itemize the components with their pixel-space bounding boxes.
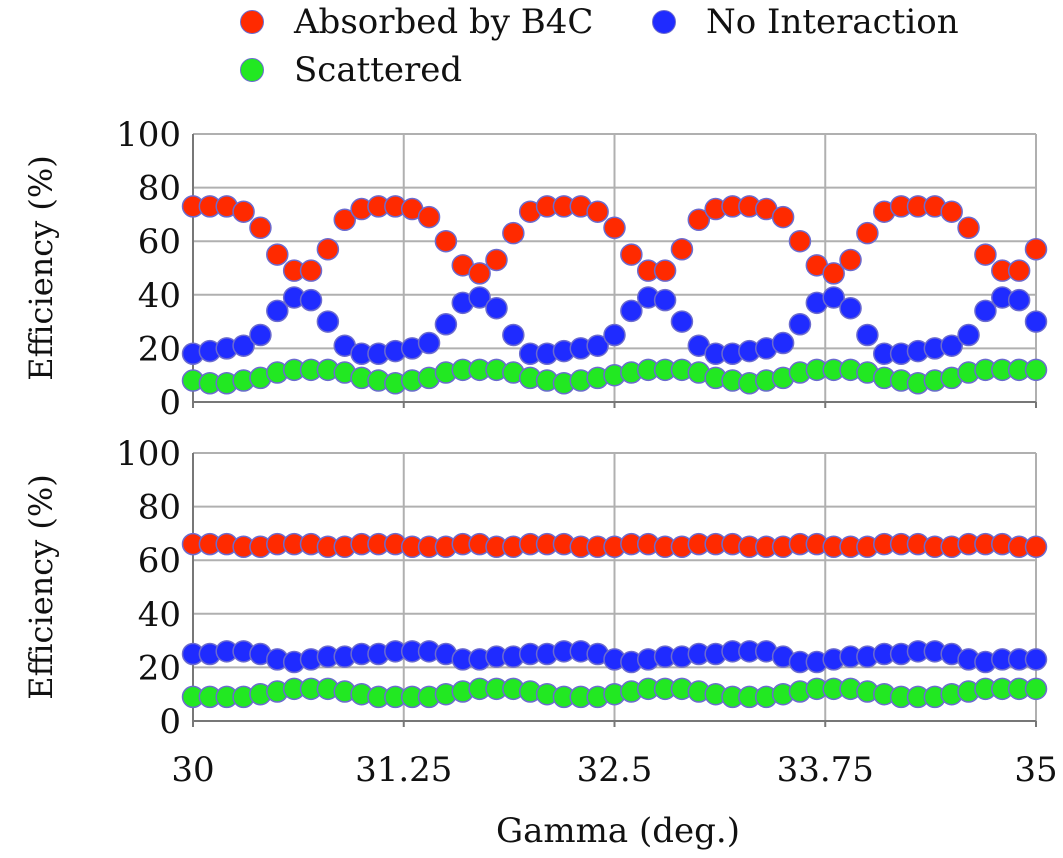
data-point-absorbed — [822, 262, 845, 285]
data-point-absorbed — [1024, 237, 1048, 261]
data-point-absorbed — [603, 216, 626, 240]
data-point-no-interaction — [670, 310, 694, 333]
top-y-tick-label: 60 — [138, 222, 181, 262]
bottom-y-axis-label: Efficiency (%) — [22, 474, 60, 700]
data-point-absorbed — [485, 248, 508, 272]
data-point-no-interaction — [266, 299, 289, 323]
data-point-no-interaction — [653, 288, 677, 312]
data-point-no-interaction — [856, 323, 879, 347]
data-point-absorbed — [620, 243, 643, 266]
legend-item-scattered: Scattered — [240, 50, 462, 90]
data-point-scattered — [1024, 677, 1048, 701]
top-series-no-interaction — [181, 286, 1048, 366]
legend-label-scattered: Scattered — [294, 50, 463, 90]
x-axis-label: Gamma (deg.) — [496, 811, 740, 851]
data-point-absorbed — [687, 208, 711, 232]
data-point-absorbed — [502, 221, 525, 245]
bottom-series-absorbed — [181, 532, 1048, 559]
top-y-axis-label: Efficiency (%) — [22, 155, 60, 381]
top-series-absorbed — [181, 195, 1048, 285]
data-point-no-interaction — [1007, 288, 1031, 312]
data-point-no-interaction — [249, 323, 272, 347]
x-tick-label: 32.5 — [577, 750, 653, 790]
data-point-no-interaction — [839, 296, 862, 320]
data-point-no-interaction — [771, 331, 795, 355]
top-y-tick-label: 0 — [159, 383, 181, 423]
top-panel: 100 80 60 40 20 0 Efficiency (%) — [22, 115, 1048, 423]
data-point-absorbed — [333, 208, 356, 232]
top-y-tick-label: 20 — [138, 329, 181, 369]
data-point-no-interaction — [1024, 648, 1048, 671]
data-point-no-interaction — [502, 323, 525, 347]
data-point-scattered — [1024, 358, 1048, 382]
data-point-absorbed — [653, 259, 677, 282]
data-point-no-interaction — [822, 286, 845, 309]
data-point-absorbed — [299, 259, 323, 282]
data-point-no-interaction — [232, 334, 255, 357]
data-point-absorbed — [586, 200, 609, 223]
bottom-series-no-interaction — [181, 640, 1048, 674]
bottom-y-tick-label: 20 — [138, 648, 181, 688]
x-tick-label: 35 — [1014, 750, 1057, 790]
legend-label-absorbed: Absorbed by B4C — [294, 2, 594, 42]
data-point-no-interaction — [940, 334, 963, 357]
x-tick-label: 30 — [171, 750, 214, 790]
data-point-absorbed — [974, 243, 997, 266]
data-point-absorbed — [839, 248, 862, 272]
data-point-no-interaction — [485, 296, 508, 320]
data-point-no-interaction — [417, 331, 441, 355]
data-point-absorbed — [232, 200, 255, 223]
data-point-absorbed — [249, 216, 272, 240]
bottom-y-tick-label: 100 — [116, 434, 181, 474]
data-point-absorbed — [957, 216, 980, 240]
data-point-no-interaction — [316, 310, 340, 333]
data-point-no-interaction — [468, 286, 491, 309]
data-point-no-interaction — [299, 288, 323, 312]
data-point-absorbed — [670, 237, 694, 261]
top-series-scattered — [181, 358, 1048, 395]
top-y-tick-label: 80 — [138, 169, 181, 209]
data-point-no-interaction — [620, 299, 643, 323]
top-y-tick-label: 40 — [138, 276, 181, 316]
data-point-no-interaction — [586, 334, 609, 357]
legend-marker-no-interaction — [652, 10, 676, 34]
data-point-no-interaction — [434, 313, 458, 336]
data-point-no-interaction — [788, 313, 812, 336]
bottom-y-tick-label: 60 — [138, 541, 181, 581]
bottom-series-scattered — [181, 677, 1048, 709]
data-point-no-interaction — [957, 323, 980, 347]
bottom-y-tick-label: 40 — [138, 595, 181, 635]
legend-marker-scattered — [240, 58, 264, 82]
x-tick-label: 31.25 — [355, 750, 452, 790]
data-point-absorbed — [417, 205, 441, 229]
legend-label-no-interaction: No Interaction — [706, 2, 959, 42]
data-point-absorbed — [940, 200, 963, 223]
data-point-no-interaction — [603, 323, 626, 347]
data-point-absorbed — [316, 237, 340, 261]
bottom-panel: 100 80 60 40 20 0 Efficiency (%) 30 31.25 32.5 33.… — [22, 434, 1058, 790]
data-point-absorbed — [856, 221, 879, 245]
data-point-absorbed — [1007, 259, 1031, 282]
legend-item-absorbed: Absorbed by B4C — [240, 2, 593, 42]
bottom-y-tick-label: 0 — [159, 702, 181, 742]
legend-item-no-interaction: No Interaction — [652, 2, 959, 42]
data-point-absorbed — [788, 229, 812, 253]
data-point-absorbed — [771, 205, 795, 229]
data-point-absorbed — [434, 229, 458, 253]
legend-marker-absorbed — [240, 10, 264, 34]
data-point-absorbed — [266, 243, 289, 266]
x-tick-label: 33.75 — [777, 750, 874, 790]
data-point-absorbed — [1024, 535, 1048, 559]
top-y-tick-label: 100 — [116, 115, 181, 155]
data-point-no-interaction — [1024, 310, 1048, 333]
data-point-no-interaction — [974, 299, 997, 323]
data-point-absorbed — [468, 262, 491, 285]
bottom-y-tick-label: 80 — [138, 488, 181, 528]
